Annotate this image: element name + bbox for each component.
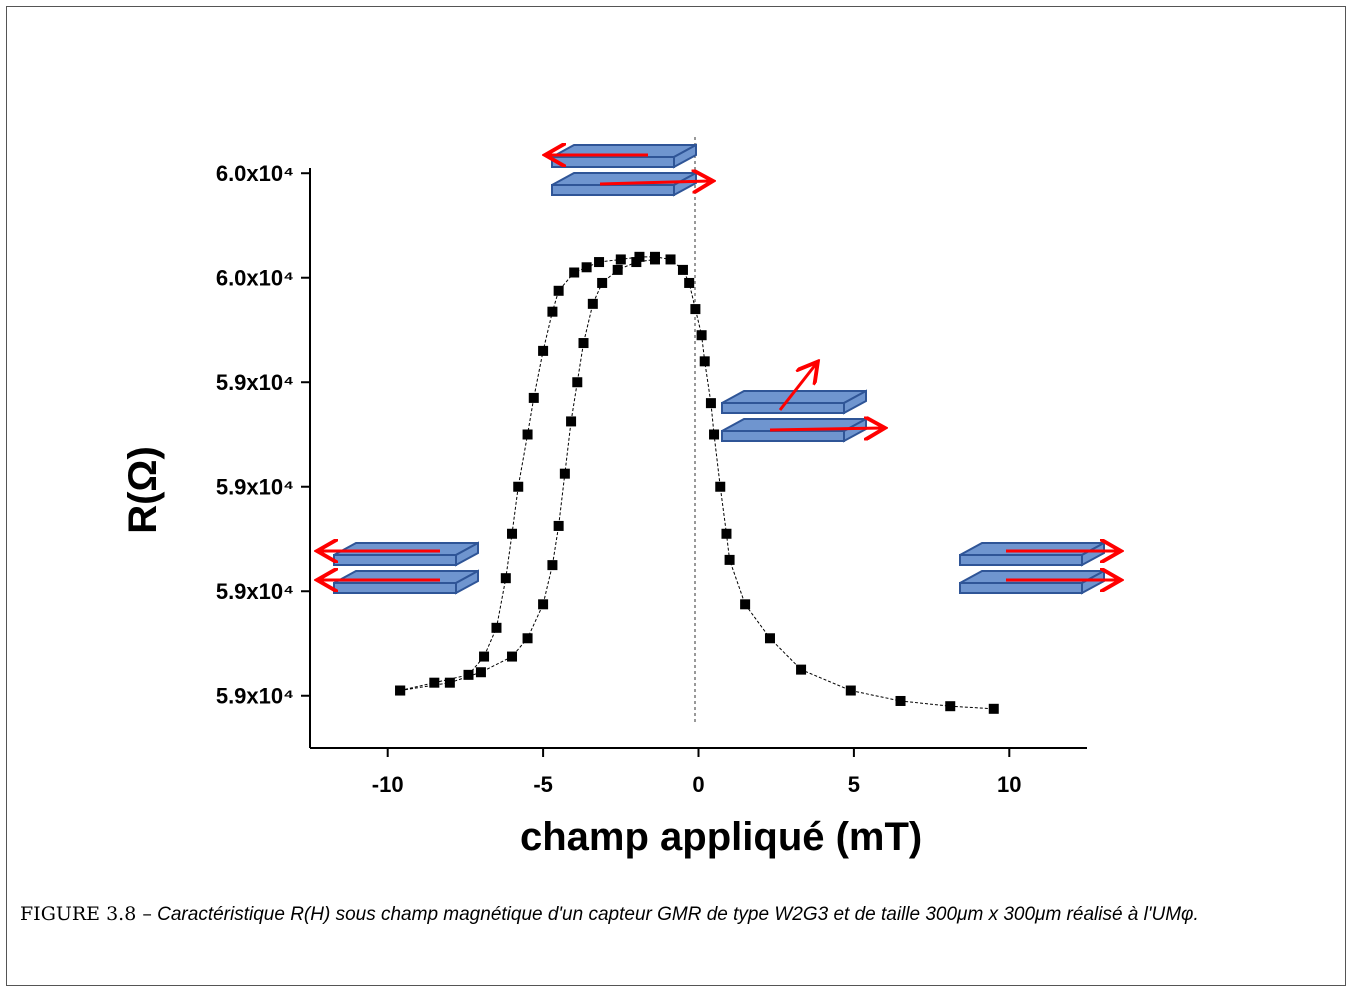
data-point [696, 330, 707, 341]
data-point [612, 264, 623, 275]
data-point [475, 667, 486, 678]
data-point [665, 254, 676, 265]
data-point [566, 416, 577, 427]
figure-frame [6, 6, 1346, 986]
y-axis-label: R(Ω) [121, 446, 165, 534]
data-point [845, 685, 856, 696]
data-point [395, 685, 406, 696]
y-tick-label: 5.9x10⁴ [216, 475, 294, 500]
data-point [631, 257, 642, 268]
data-point [699, 356, 710, 367]
data-point [615, 254, 626, 265]
x-tick-label: 10 [997, 772, 1021, 797]
data-point [724, 554, 735, 565]
data-point [581, 262, 592, 273]
data-point [559, 468, 570, 479]
data-point [547, 306, 558, 317]
data-point [634, 251, 645, 262]
data-point [553, 520, 564, 531]
data-point [507, 528, 518, 539]
data-point [507, 651, 518, 662]
data-point [538, 599, 549, 610]
connector [400, 256, 994, 710]
data-point [522, 429, 533, 440]
data-point [547, 560, 558, 571]
icon-canted-right [721, 364, 882, 442]
y-tick-label: 5.9x10⁴ [216, 370, 294, 395]
data-point [578, 338, 589, 349]
data-point [522, 633, 533, 644]
data-point [690, 304, 701, 315]
data-point [538, 345, 549, 356]
data-point [587, 298, 598, 309]
data-point [491, 622, 502, 633]
data-point [528, 392, 539, 403]
x-tick-label: 5 [848, 772, 860, 797]
x-axis-label: champ appliqué (mT) [520, 815, 922, 859]
caption-label: FIGURE 3.8 – [20, 903, 152, 925]
data-point [594, 257, 605, 268]
data-point [463, 669, 474, 680]
y-tick-label: 6.0x10⁴ [216, 266, 294, 291]
data-point [715, 481, 726, 492]
data-point [572, 377, 583, 388]
data-point [895, 695, 906, 706]
icon-antiparallel-top [548, 145, 710, 196]
x-tick-label: 0 [692, 772, 704, 797]
data-point [569, 267, 580, 278]
icon-parallel-right [959, 543, 1118, 594]
y-tick-label: 5.9x10⁴ [216, 684, 294, 709]
x-tick-label: -5 [533, 772, 553, 797]
data-point [429, 677, 440, 688]
icon-parallel-left [320, 543, 479, 594]
data-point [684, 277, 695, 288]
connector [400, 258, 656, 692]
caption: FIGURE 3.8 – Caractéristique R(H) sous c… [20, 900, 1320, 929]
data-point [705, 398, 716, 409]
data-point [479, 651, 490, 662]
y-tick-label: 6.0x10⁴ [216, 161, 294, 186]
data-point [649, 254, 660, 265]
x-tick-label: -10 [372, 772, 404, 797]
data-point [721, 528, 732, 539]
data-point [740, 599, 751, 610]
data-point [500, 573, 511, 584]
data-point [513, 481, 524, 492]
caption-text: Caractéristique R(H) sous champ magnétiq… [157, 904, 1199, 925]
data-point [945, 701, 956, 712]
data-point [677, 264, 688, 275]
data-point [988, 703, 999, 714]
data-point [764, 633, 775, 644]
data-point [709, 429, 720, 440]
data-point [597, 277, 608, 288]
data-point [553, 285, 564, 296]
data-point [796, 664, 807, 675]
y-tick-label: 5.9x10⁴ [216, 579, 294, 604]
data-point [444, 677, 455, 688]
